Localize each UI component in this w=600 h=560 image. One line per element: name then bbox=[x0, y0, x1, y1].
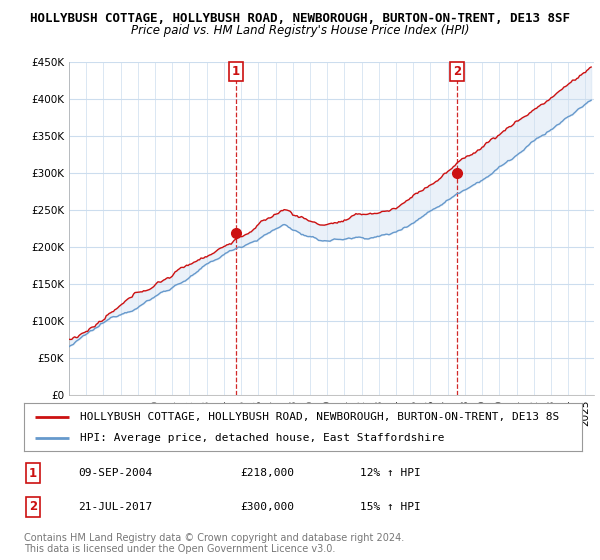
Text: 15% ↑ HPI: 15% ↑ HPI bbox=[360, 502, 421, 512]
Text: 2: 2 bbox=[29, 500, 37, 514]
Text: 21-JUL-2017: 21-JUL-2017 bbox=[78, 502, 152, 512]
Text: 12% ↑ HPI: 12% ↑ HPI bbox=[360, 468, 421, 478]
Text: HOLLYBUSH COTTAGE, HOLLYBUSH ROAD, NEWBOROUGH, BURTON-ON-TRENT, DE13 8S: HOLLYBUSH COTTAGE, HOLLYBUSH ROAD, NEWBO… bbox=[80, 412, 559, 422]
Text: Contains HM Land Registry data © Crown copyright and database right 2024.: Contains HM Land Registry data © Crown c… bbox=[24, 533, 404, 543]
Text: This data is licensed under the Open Government Licence v3.0.: This data is licensed under the Open Gov… bbox=[24, 544, 335, 554]
Text: HPI: Average price, detached house, East Staffordshire: HPI: Average price, detached house, East… bbox=[80, 433, 444, 444]
Text: £300,000: £300,000 bbox=[240, 502, 294, 512]
Text: 2: 2 bbox=[453, 65, 461, 78]
Text: £218,000: £218,000 bbox=[240, 468, 294, 478]
Text: 1: 1 bbox=[232, 65, 240, 78]
Text: 09-SEP-2004: 09-SEP-2004 bbox=[78, 468, 152, 478]
Text: Price paid vs. HM Land Registry's House Price Index (HPI): Price paid vs. HM Land Registry's House … bbox=[131, 24, 469, 37]
Text: HOLLYBUSH COTTAGE, HOLLYBUSH ROAD, NEWBOROUGH, BURTON-ON-TRENT, DE13 8SF: HOLLYBUSH COTTAGE, HOLLYBUSH ROAD, NEWBO… bbox=[30, 12, 570, 25]
Text: 1: 1 bbox=[29, 466, 37, 480]
